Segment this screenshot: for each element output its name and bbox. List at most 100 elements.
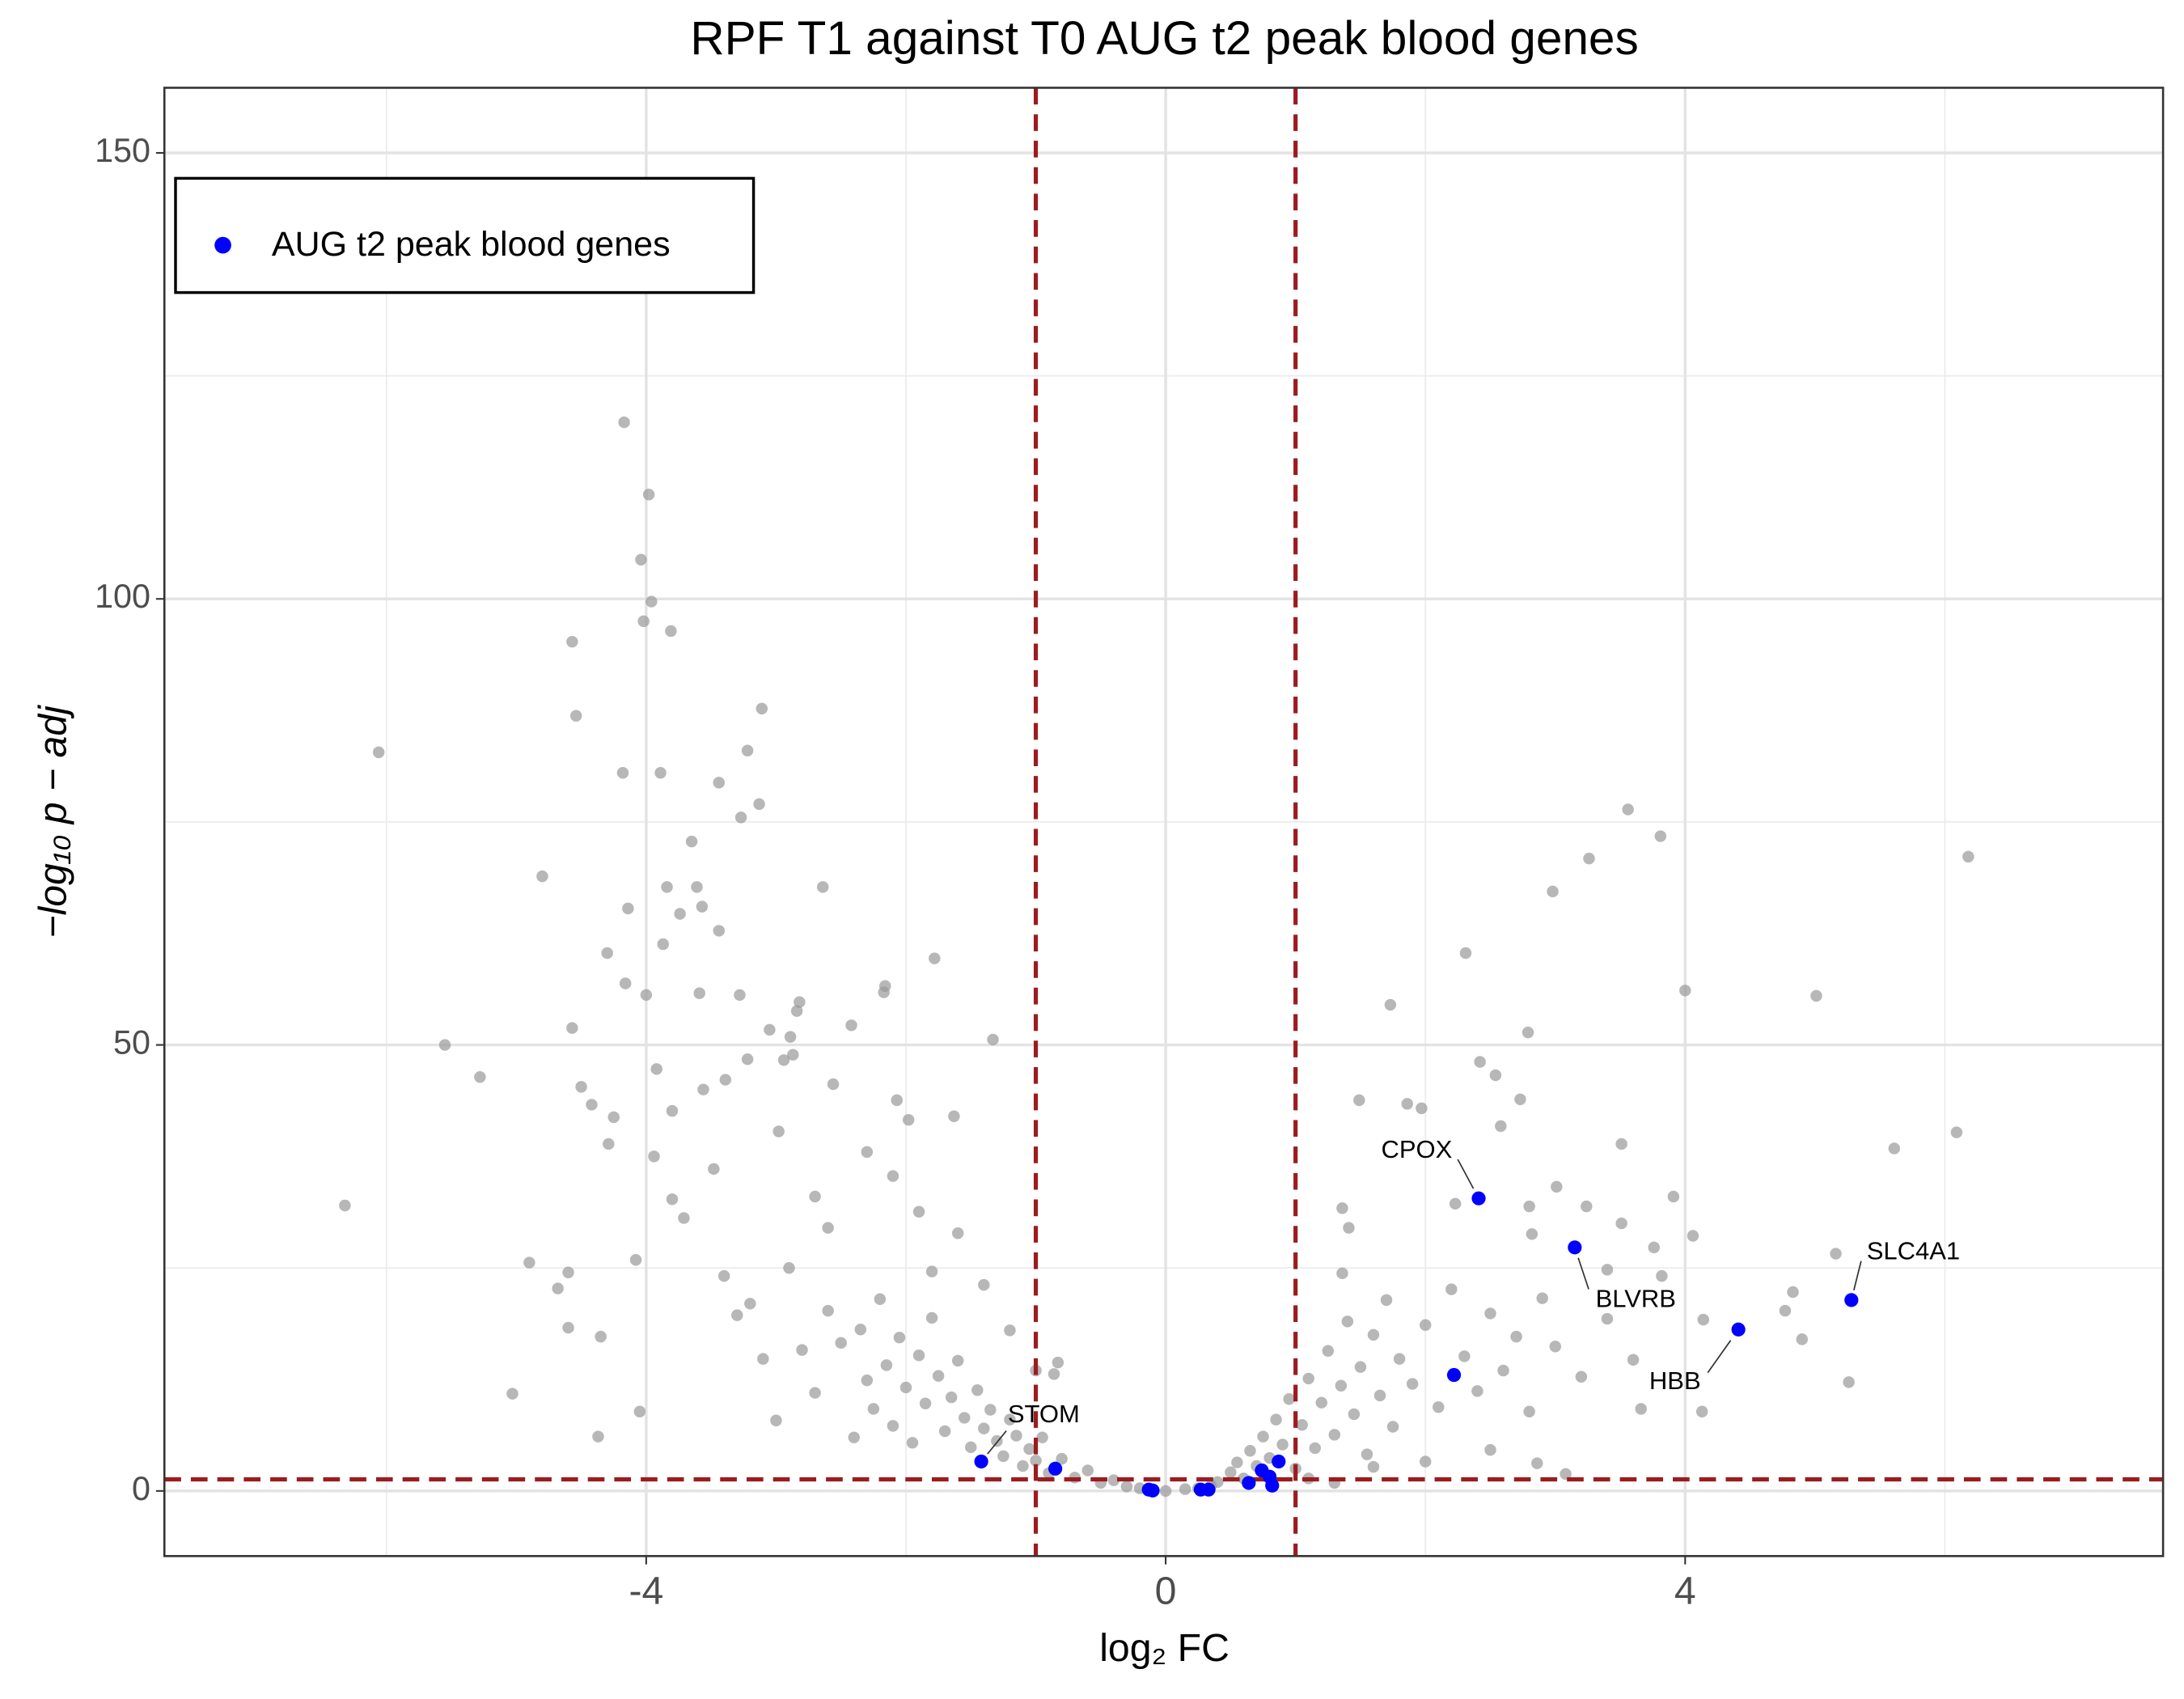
- data-point: [867, 1403, 880, 1415]
- data-point: [1354, 1361, 1367, 1373]
- data-point: [1010, 1430, 1022, 1442]
- data-point: [794, 996, 806, 1008]
- data-point: [1343, 1222, 1355, 1234]
- data-point: [945, 1391, 958, 1404]
- data-point: [592, 1430, 604, 1443]
- data-point: [1159, 1485, 1172, 1498]
- data-point: [1353, 1094, 1365, 1107]
- data-point: [1484, 1307, 1496, 1320]
- y-tick-label: 50: [113, 1023, 150, 1061]
- data-point: [887, 1170, 899, 1182]
- data-point: [731, 1309, 743, 1321]
- data-point: [1679, 985, 1691, 997]
- data-point: [984, 1404, 997, 1416]
- data-point: [1627, 1354, 1640, 1366]
- data-point: [1004, 1413, 1016, 1426]
- data-point: [1601, 1312, 1614, 1325]
- data-point: [1242, 1476, 1256, 1490]
- data-point: [607, 1111, 620, 1124]
- data-point: [691, 881, 703, 893]
- data-point: [757, 1353, 769, 1365]
- data-point: [764, 1023, 776, 1036]
- data-point: [1459, 947, 1472, 960]
- point-label: CPOX: [1381, 1135, 1452, 1163]
- data-point: [1393, 1353, 1406, 1365]
- data-point: [650, 1063, 662, 1075]
- data-point: [372, 746, 385, 759]
- data-point: [880, 1359, 893, 1371]
- data-point: [1830, 1248, 1842, 1260]
- data-point: [1048, 1368, 1060, 1380]
- data-point: [744, 1298, 756, 1310]
- data-point: [1484, 1443, 1496, 1456]
- data-point: [438, 1039, 451, 1051]
- data-point: [674, 908, 686, 920]
- point-label: SLC4A1: [1867, 1237, 1960, 1265]
- data-point: [1361, 1448, 1373, 1460]
- data-point: [1843, 1376, 1855, 1388]
- data-point: [734, 989, 746, 1002]
- data-point: [1030, 1455, 1042, 1467]
- data-point: [1560, 1468, 1572, 1481]
- data-point: [1962, 850, 1974, 863]
- data-point: [339, 1199, 351, 1212]
- data-point: [790, 1005, 803, 1017]
- data-point: [741, 744, 754, 756]
- data-point: [1471, 1191, 1486, 1205]
- data-point: [665, 625, 677, 638]
- data-point: [1474, 1056, 1486, 1068]
- data-point: [1731, 1322, 1746, 1337]
- data-point: [938, 1425, 951, 1438]
- data-point: [861, 1146, 874, 1159]
- data-point: [1497, 1364, 1509, 1377]
- data-point: [987, 1033, 999, 1046]
- data-point: [1536, 1292, 1548, 1304]
- data-point: [809, 1387, 821, 1399]
- data-point: [1844, 1293, 1859, 1307]
- data-point: [929, 952, 941, 964]
- data-point: [717, 1269, 730, 1282]
- data-point: [1495, 1120, 1507, 1133]
- data-point: [1615, 1138, 1627, 1150]
- data-point: [1433, 1400, 1445, 1413]
- data-point: [1601, 1264, 1614, 1276]
- data-point: [1446, 1367, 1462, 1383]
- data-point: [1017, 1460, 1029, 1472]
- data-point: [965, 1441, 977, 1454]
- data-point: [1272, 1454, 1286, 1469]
- data-point: [1335, 1379, 1348, 1392]
- data-point: [835, 1337, 847, 1349]
- data-point: [734, 811, 747, 824]
- y-tick-label: 150: [95, 132, 150, 169]
- data-point: [978, 1278, 990, 1291]
- data-point: [784, 1031, 797, 1043]
- data-point: [822, 1222, 834, 1234]
- data-point: [1531, 1457, 1543, 1469]
- data-point: [1401, 1098, 1413, 1110]
- data-point: [1648, 1241, 1660, 1254]
- data-point: [816, 881, 829, 893]
- data-point: [1283, 1393, 1295, 1405]
- data-point: [1419, 1319, 1432, 1331]
- legend-box: [174, 176, 756, 294]
- data-point: [622, 902, 634, 915]
- data-point: [1583, 852, 1595, 865]
- data-point: [1048, 1461, 1063, 1476]
- data-point: [1056, 1452, 1068, 1465]
- data-point: [1449, 1197, 1462, 1210]
- data-point: [783, 1261, 795, 1274]
- data-point: [696, 900, 709, 913]
- data-point: [1787, 1286, 1799, 1299]
- data-point: [1052, 1356, 1064, 1369]
- data-point: [974, 1454, 988, 1469]
- data-point: [633, 1405, 646, 1417]
- data-point: [506, 1388, 518, 1400]
- data-point: [678, 1212, 690, 1224]
- data-point: [1367, 1328, 1380, 1341]
- legend-marker: [214, 236, 231, 254]
- data-point: [1225, 1466, 1237, 1478]
- data-point: [1547, 885, 1559, 898]
- data-point: [1458, 1350, 1471, 1362]
- data-point: [657, 938, 669, 951]
- data-point: [770, 1414, 782, 1426]
